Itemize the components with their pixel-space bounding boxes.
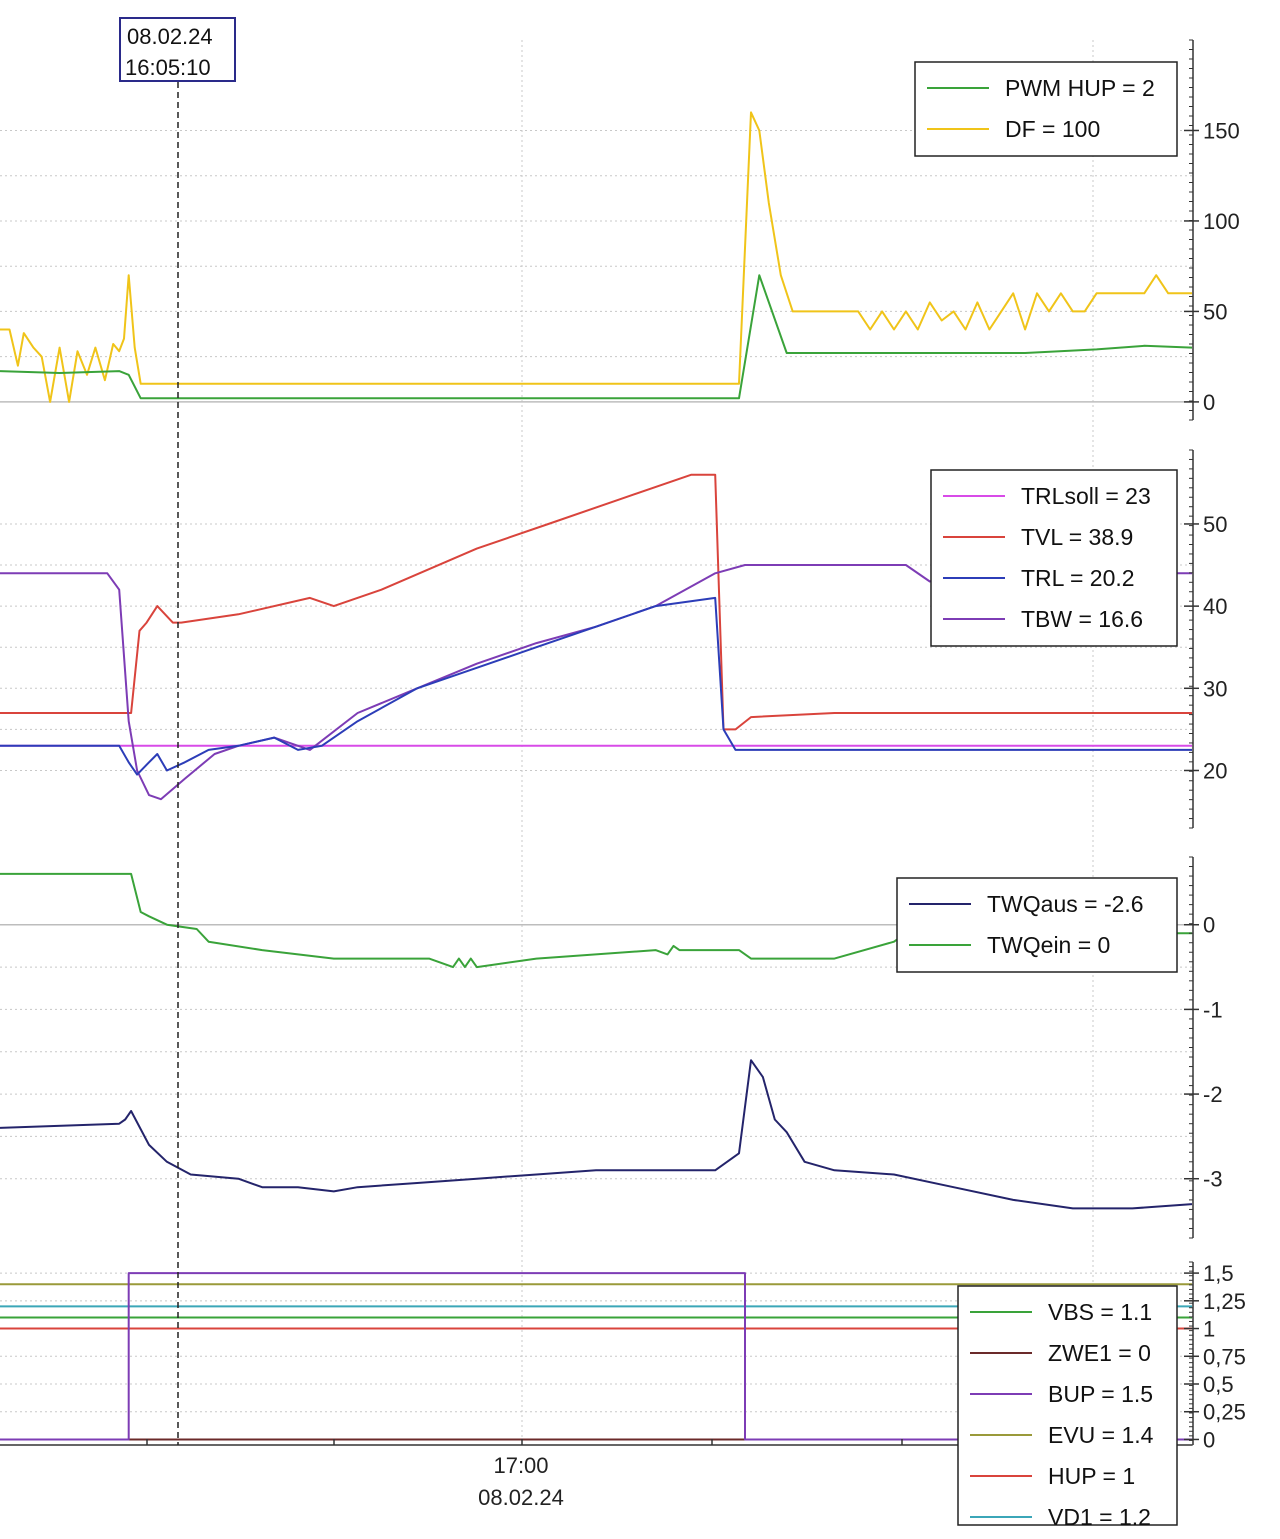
- legend-box: [957, 1285, 1178, 1526]
- legend-p4: VBS = 1.1 ZWE1 = 0 BUP = 1.5 EVU = 1.4 HUP =…: [957, 1285, 1178, 1530]
- y-tick-label: 0: [1203, 913, 1215, 938]
- y-tick-label: 0,5: [1203, 1372, 1234, 1397]
- legend-p3: TWQaus = -2.6 TWQein = 0: [896, 877, 1178, 973]
- series-bup: [0, 1272, 1192, 1441]
- cursor-time: 16:05:10: [125, 55, 211, 80]
- series-tvl: [0, 473, 1192, 731]
- y-tick-label: 0,75: [1203, 1344, 1246, 1369]
- series-twqein: [0, 872, 1192, 969]
- legend-p2: TRLsoll = 23 TVL = 38.9 TRL = 20.2 TBW = 16…: [930, 469, 1178, 647]
- y-tick-label: 50: [1203, 512, 1227, 537]
- y-tick-label: -1: [1203, 997, 1223, 1022]
- legend-item-label: PWM HUP = 2: [1005, 75, 1155, 101]
- legend-item-label: HUP = 1: [1048, 1463, 1135, 1489]
- legend-item-label: EVU = 1.4: [1048, 1422, 1154, 1448]
- y-tick-label: 50: [1203, 299, 1227, 324]
- y-tick-label: 40: [1203, 594, 1227, 619]
- legend-item-label: TBW = 16.6: [1021, 606, 1143, 632]
- legend-box: [914, 61, 1178, 157]
- legend-layer: PWM HUP = 2 DF = 100 TRLsoll = 23 TVL = 38.…: [896, 61, 1178, 1530]
- y-tick-label: 100: [1203, 209, 1240, 234]
- legend-item-label: TRLsoll = 23: [1021, 483, 1151, 509]
- y-tick-label: 20: [1203, 758, 1227, 783]
- y-tick-label: 30: [1203, 676, 1227, 701]
- y-tick-label: 150: [1203, 118, 1240, 143]
- y-tick-label: 1: [1203, 1317, 1215, 1342]
- y-tick-label: 0: [1203, 390, 1215, 415]
- legend-item-label: VBS = 1.1: [1048, 1299, 1152, 1325]
- legend-item-label: TWQaus = -2.6: [987, 891, 1144, 917]
- legend-item-label: ZWE1 = 0: [1048, 1340, 1151, 1366]
- y-tick-label: -2: [1203, 1082, 1223, 1107]
- grid-layer: [0, 40, 1192, 1440]
- y-tick-label: -3: [1203, 1167, 1223, 1192]
- legend-item-label: TVL = 38.9: [1021, 524, 1133, 550]
- series-pwm-hup: [0, 274, 1193, 400]
- legend-item-label: VD1 = 1.2: [1048, 1504, 1151, 1530]
- y-tick-label: 0,25: [1203, 1400, 1246, 1425]
- series-twqaus: [0, 1059, 1193, 1210]
- legend-item-label: TWQein = 0: [987, 932, 1110, 958]
- x-tick-label-date: 08.02.24: [478, 1485, 564, 1510]
- series-tbw: [0, 564, 1192, 801]
- cursor-date: 08.02.24: [127, 24, 213, 49]
- y-tick-label: 1,5: [1203, 1261, 1234, 1286]
- axis-layer: 05010015020304050-3-2-1000,250,50,7511,2…: [0, 39, 1246, 1452]
- series-df: [0, 111, 1192, 403]
- legend-item-label: DF = 100: [1005, 116, 1100, 142]
- cursor-tooltip: 08.02.24 16:05:10: [119, 17, 236, 82]
- legend-item-label: BUP = 1.5: [1048, 1381, 1153, 1407]
- legend-box: [896, 877, 1178, 973]
- legend-p1: PWM HUP = 2 DF = 100: [914, 61, 1178, 157]
- y-tick-label: 1,25: [1203, 1289, 1246, 1314]
- legend-box: [930, 469, 1178, 647]
- series-trl: [0, 596, 1192, 776]
- x-tick-label-time: 17:00: [493, 1453, 548, 1478]
- y-tick-label: 0: [1203, 1427, 1215, 1452]
- legend-item-label: TRL = 20.2: [1021, 565, 1135, 591]
